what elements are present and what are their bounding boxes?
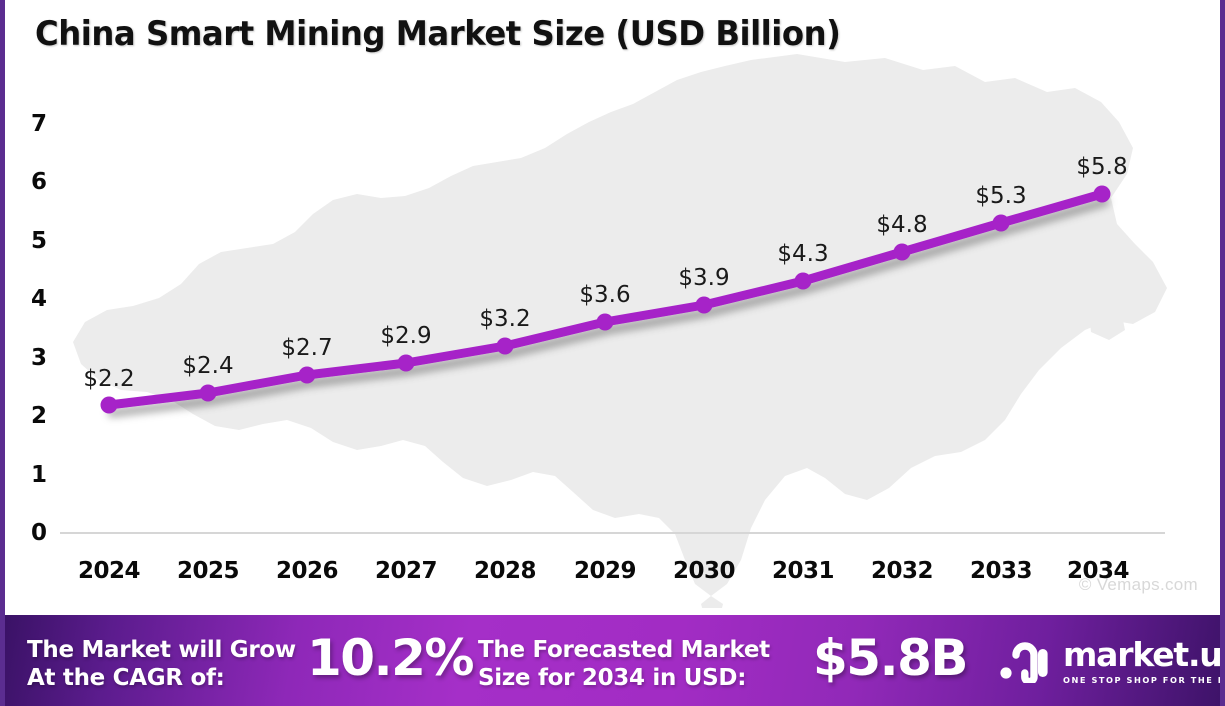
x-tick-2031: 2031 (771, 558, 835, 584)
x-tick-2025: 2025 (176, 558, 240, 584)
data-label-2027: $2.9 (380, 323, 432, 349)
x-tick-2024: 2024 (77, 558, 141, 584)
data-point-2034 (1093, 185, 1111, 203)
forecast-value: $5.8B (813, 629, 968, 687)
y-tick-5: 5 (30, 228, 47, 254)
data-point-2031 (794, 272, 812, 290)
data-label-2028: $3.2 (479, 306, 531, 332)
data-label-2025: $2.4 (182, 353, 234, 379)
y-tick-6: 6 (30, 169, 47, 195)
line-chart-svg (60, 185, 1165, 534)
summary-banner: The Market will Grow At the CAGR of: 10.… (5, 615, 1220, 706)
data-point-2024 (100, 396, 118, 414)
data-point-2026 (298, 366, 316, 384)
cagr-label-line2: At the CAGR of: (27, 665, 225, 692)
x-tick-2032: 2032 (870, 558, 934, 584)
forecast-label: The Forecasted Market Size for 2034 in U… (478, 636, 770, 692)
logo-tagline: ONE STOP SHOP FOR THE REPORTS (1063, 675, 1220, 685)
x-tick-2030: 2030 (672, 558, 736, 584)
data-point-2032 (893, 243, 911, 261)
data-label-2030: $3.9 (678, 265, 730, 291)
data-label-2031: $4.3 (777, 241, 829, 267)
data-point-2025 (199, 384, 217, 402)
bar-chart-logo-icon (1000, 641, 1048, 683)
cagr-value: 10.2% (307, 629, 474, 687)
y-tick-2: 2 (30, 403, 47, 429)
forecast-label-line1: The Forecasted Market (478, 637, 770, 663)
vemaps-watermark: © Vemaps.com (1078, 575, 1198, 594)
data-label-2034: $5.8 (1076, 154, 1128, 180)
data-label-2032: $4.8 (876, 212, 928, 238)
forecast-label-line2: Size for 2034 in USD: (478, 665, 747, 692)
x-tick-2034: 2034 (1066, 558, 1130, 584)
chart-area: 7 6 5 4 3 2 1 0 (5, 54, 1220, 610)
y-tick-0: 0 (30, 520, 47, 546)
data-label-2024: $2.2 (83, 366, 135, 392)
y-tick-4: 4 (30, 286, 47, 312)
x-tick-2029: 2029 (573, 558, 637, 584)
data-label-2033: $5.3 (975, 183, 1027, 209)
market-us-logo[interactable]: market.us ONE STOP SHOP FOR THE REPORTS (1000, 638, 1220, 685)
x-tick-2033: 2033 (969, 558, 1033, 584)
data-point-2033 (992, 214, 1010, 232)
cagr-label: The Market will Grow At the CAGR of: (27, 636, 296, 692)
cagr-label-line1: The Market will Grow (27, 637, 296, 663)
data-point-2028 (496, 337, 514, 355)
y-tick-3: 3 (30, 345, 47, 371)
data-label-2029: $3.6 (579, 282, 631, 308)
data-point-2027 (397, 354, 415, 372)
data-label-2026: $2.7 (281, 335, 333, 361)
x-tick-2027: 2027 (374, 558, 438, 584)
logo-name: market.us (1063, 635, 1220, 674)
x-tick-2028: 2028 (473, 558, 537, 584)
data-point-2030 (695, 296, 713, 314)
logo-text: market.us ONE STOP SHOP FOR THE REPORTS (1063, 638, 1220, 685)
y-tick-7: 7 (30, 111, 47, 137)
data-point-2029 (596, 313, 614, 331)
y-tick-1: 1 (30, 462, 47, 488)
page-title: China Smart Mining Market Size (USD Bill… (35, 14, 841, 54)
x-tick-2026: 2026 (275, 558, 339, 584)
